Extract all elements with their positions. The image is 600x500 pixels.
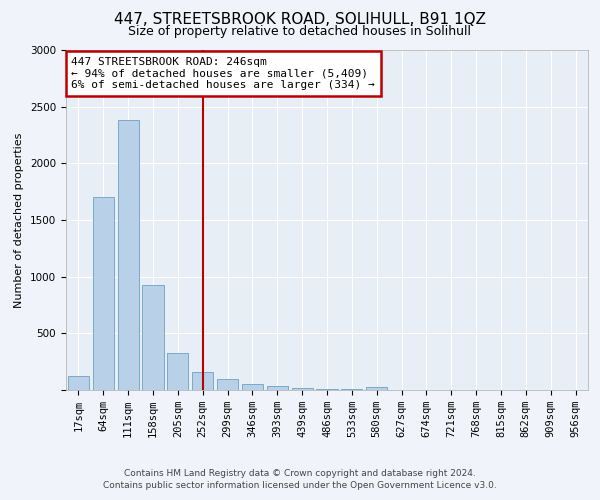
Bar bbox=[267, 386, 288, 390]
Bar bbox=[217, 379, 238, 390]
Bar bbox=[93, 198, 114, 390]
Y-axis label: Number of detached properties: Number of detached properties bbox=[14, 132, 25, 308]
Bar bbox=[292, 388, 313, 390]
Bar bbox=[142, 284, 164, 390]
Bar bbox=[192, 372, 213, 390]
Text: Size of property relative to detached houses in Solihull: Size of property relative to detached ho… bbox=[128, 25, 472, 38]
Bar bbox=[118, 120, 139, 390]
Bar bbox=[167, 353, 188, 390]
Bar bbox=[366, 386, 387, 390]
Bar bbox=[242, 384, 263, 390]
Text: 447 STREETSBROOK ROAD: 246sqm
← 94% of detached houses are smaller (5,409)
6% of: 447 STREETSBROOK ROAD: 246sqm ← 94% of d… bbox=[71, 57, 375, 90]
Bar bbox=[68, 376, 89, 390]
Text: Contains HM Land Registry data © Crown copyright and database right 2024.
Contai: Contains HM Land Registry data © Crown c… bbox=[103, 468, 497, 490]
Bar bbox=[316, 389, 338, 390]
Text: 447, STREETSBROOK ROAD, SOLIHULL, B91 1QZ: 447, STREETSBROOK ROAD, SOLIHULL, B91 1Q… bbox=[114, 12, 486, 28]
